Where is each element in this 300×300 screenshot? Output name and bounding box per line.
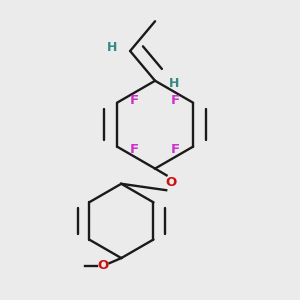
Text: O: O: [98, 259, 109, 272]
Text: H: H: [169, 77, 179, 90]
Text: F: F: [130, 94, 139, 106]
Text: H: H: [107, 41, 118, 54]
Text: F: F: [171, 143, 180, 156]
Text: F: F: [171, 94, 180, 106]
Text: F: F: [130, 143, 139, 156]
Text: O: O: [165, 176, 176, 189]
